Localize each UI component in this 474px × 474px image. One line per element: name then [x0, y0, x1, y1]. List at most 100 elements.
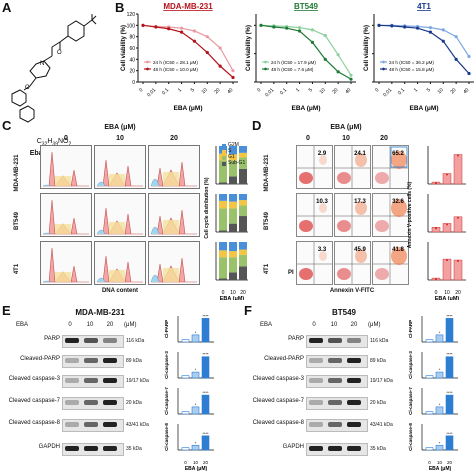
- legend-label: 48 h (IC50 = 15.8 μM): [389, 67, 434, 72]
- legend-swatch: [222, 150, 226, 154]
- histogram-s-phase: [55, 176, 71, 186]
- stacked-segment: [229, 272, 237, 280]
- replicate-dot: [457, 260, 459, 263]
- legend-label: G2M: [228, 142, 239, 148]
- protein-band: [309, 446, 323, 451]
- x-tick-label: 20: [449, 87, 457, 95]
- protein-band: [103, 358, 117, 363]
- quant-bar: [191, 334, 200, 343]
- data-point: [179, 26, 184, 30]
- legend-marker: [146, 67, 149, 71]
- x-tick-label: 0.1: [279, 87, 288, 96]
- panel-b-letter: B: [115, 0, 125, 15]
- y-axis-label: Cell viability (%): [364, 25, 370, 71]
- data-point: [297, 29, 302, 33]
- protein-band: [328, 338, 342, 343]
- protein-band: [347, 378, 361, 383]
- panel-c-xlabel: DNA content: [101, 288, 139, 294]
- quant-bar: [201, 318, 210, 343]
- legend-marker: [146, 60, 149, 64]
- data-point: [231, 75, 235, 80]
- chart-title: 4T1: [417, 2, 431, 11]
- data-point: [441, 39, 445, 43]
- facs-plot: 41.8: [372, 241, 409, 285]
- y-tick-label: 0: [132, 80, 135, 86]
- protein-band: [84, 446, 98, 451]
- quant-bar: [445, 318, 454, 343]
- apoptotic-cluster: [355, 249, 367, 263]
- data-point: [218, 64, 222, 68]
- dose-label: 20: [350, 322, 358, 328]
- data-point: [336, 70, 340, 74]
- series-line: [142, 24, 234, 71]
- x-tick-label: 10: [201, 87, 209, 95]
- data-point: [323, 33, 327, 38]
- quant-charts: Cl-PARP *****Cl-caspase-3 *****Cl-caspase-…: [408, 313, 458, 472]
- data-point: [403, 25, 407, 29]
- data-point: [377, 23, 381, 27]
- stacked-segment: [239, 205, 247, 217]
- quant-bar: [425, 411, 434, 415]
- quant-x-label: EBA (μM): [185, 466, 208, 472]
- protein-band: [65, 338, 79, 343]
- apoptotic-cluster: [355, 201, 367, 215]
- kda-label: 43/41 kDa: [126, 422, 149, 428]
- quant-bar: [201, 394, 210, 415]
- histogram-svg: [42, 199, 89, 235]
- quant-y-label: Cl-caspase-8: [164, 423, 169, 451]
- protein-band: [328, 446, 342, 451]
- panel-c-top-label: EBA (μM): [104, 124, 136, 131]
- stacked-segment: [229, 154, 237, 161]
- data-point: [467, 71, 471, 76]
- protein-band: [103, 378, 117, 383]
- histogram-svg: [150, 257, 197, 284]
- data-point: [141, 23, 145, 27]
- stacked-segment: [219, 257, 227, 279]
- y-tick-label: 120: [127, 12, 136, 18]
- data-point: [310, 28, 315, 32]
- x-tick-label: 1: [295, 87, 301, 93]
- histogram-svg: [96, 207, 143, 235]
- annexin-bar: [453, 259, 463, 281]
- dose-label: 10: [330, 322, 338, 328]
- histogram-subg1: [96, 277, 106, 283]
- kda-label: 19/17 kDa: [126, 378, 149, 384]
- histogram-subg1: [96, 181, 106, 187]
- legend-swatch: [222, 162, 226, 166]
- quant-y-label: Cl-caspase-3: [164, 351, 169, 379]
- x-tick-label: 0: [256, 87, 262, 93]
- y-axis-label: Cell viability (%): [246, 25, 252, 71]
- replicate-dot: [446, 173, 448, 176]
- facs-svg: 24.1: [335, 146, 370, 188]
- series-line: [379, 24, 470, 57]
- facs-svg: 3.3: [297, 242, 332, 284]
- significance-mark: *: [195, 367, 197, 372]
- stacked-segment: [219, 160, 227, 183]
- facs-svg: 45.9: [335, 242, 370, 284]
- legend-label: G1: [228, 154, 235, 160]
- data-point: [323, 57, 327, 61]
- quant-bar: [191, 371, 200, 379]
- x-tick-label: 20: [331, 87, 339, 95]
- legend-label: 48 h (IC50 = 10.0 μM): [153, 67, 198, 72]
- data-point: [454, 57, 458, 61]
- x-tick-label: 40: [462, 87, 470, 95]
- stacked-segment: [219, 230, 227, 232]
- histogram-s-phase: [163, 268, 179, 282]
- quadrant-percent: 2.9: [318, 151, 327, 157]
- panel-f-letter: F: [244, 303, 252, 318]
- quant-y-label: Cl-caspase-7: [408, 387, 413, 415]
- facs-svg: 2.9: [297, 146, 332, 188]
- dna-histogram: [148, 145, 200, 189]
- ebastine-structure: O N O: [11, 14, 97, 123]
- facs-plot: 65.2: [372, 145, 409, 189]
- stacked-segment: [219, 278, 227, 280]
- x-tick-label: 1: [413, 87, 419, 93]
- replicate-dot: [446, 259, 448, 262]
- replicate-dot: [457, 216, 459, 219]
- blot-title: MDA-MB-231: [75, 308, 125, 317]
- quant-y-label: Cl-PARP: [408, 320, 413, 338]
- protein-label: GAPDH: [38, 444, 60, 450]
- x-tick-label: 40: [226, 87, 234, 95]
- data-point: [205, 50, 209, 55]
